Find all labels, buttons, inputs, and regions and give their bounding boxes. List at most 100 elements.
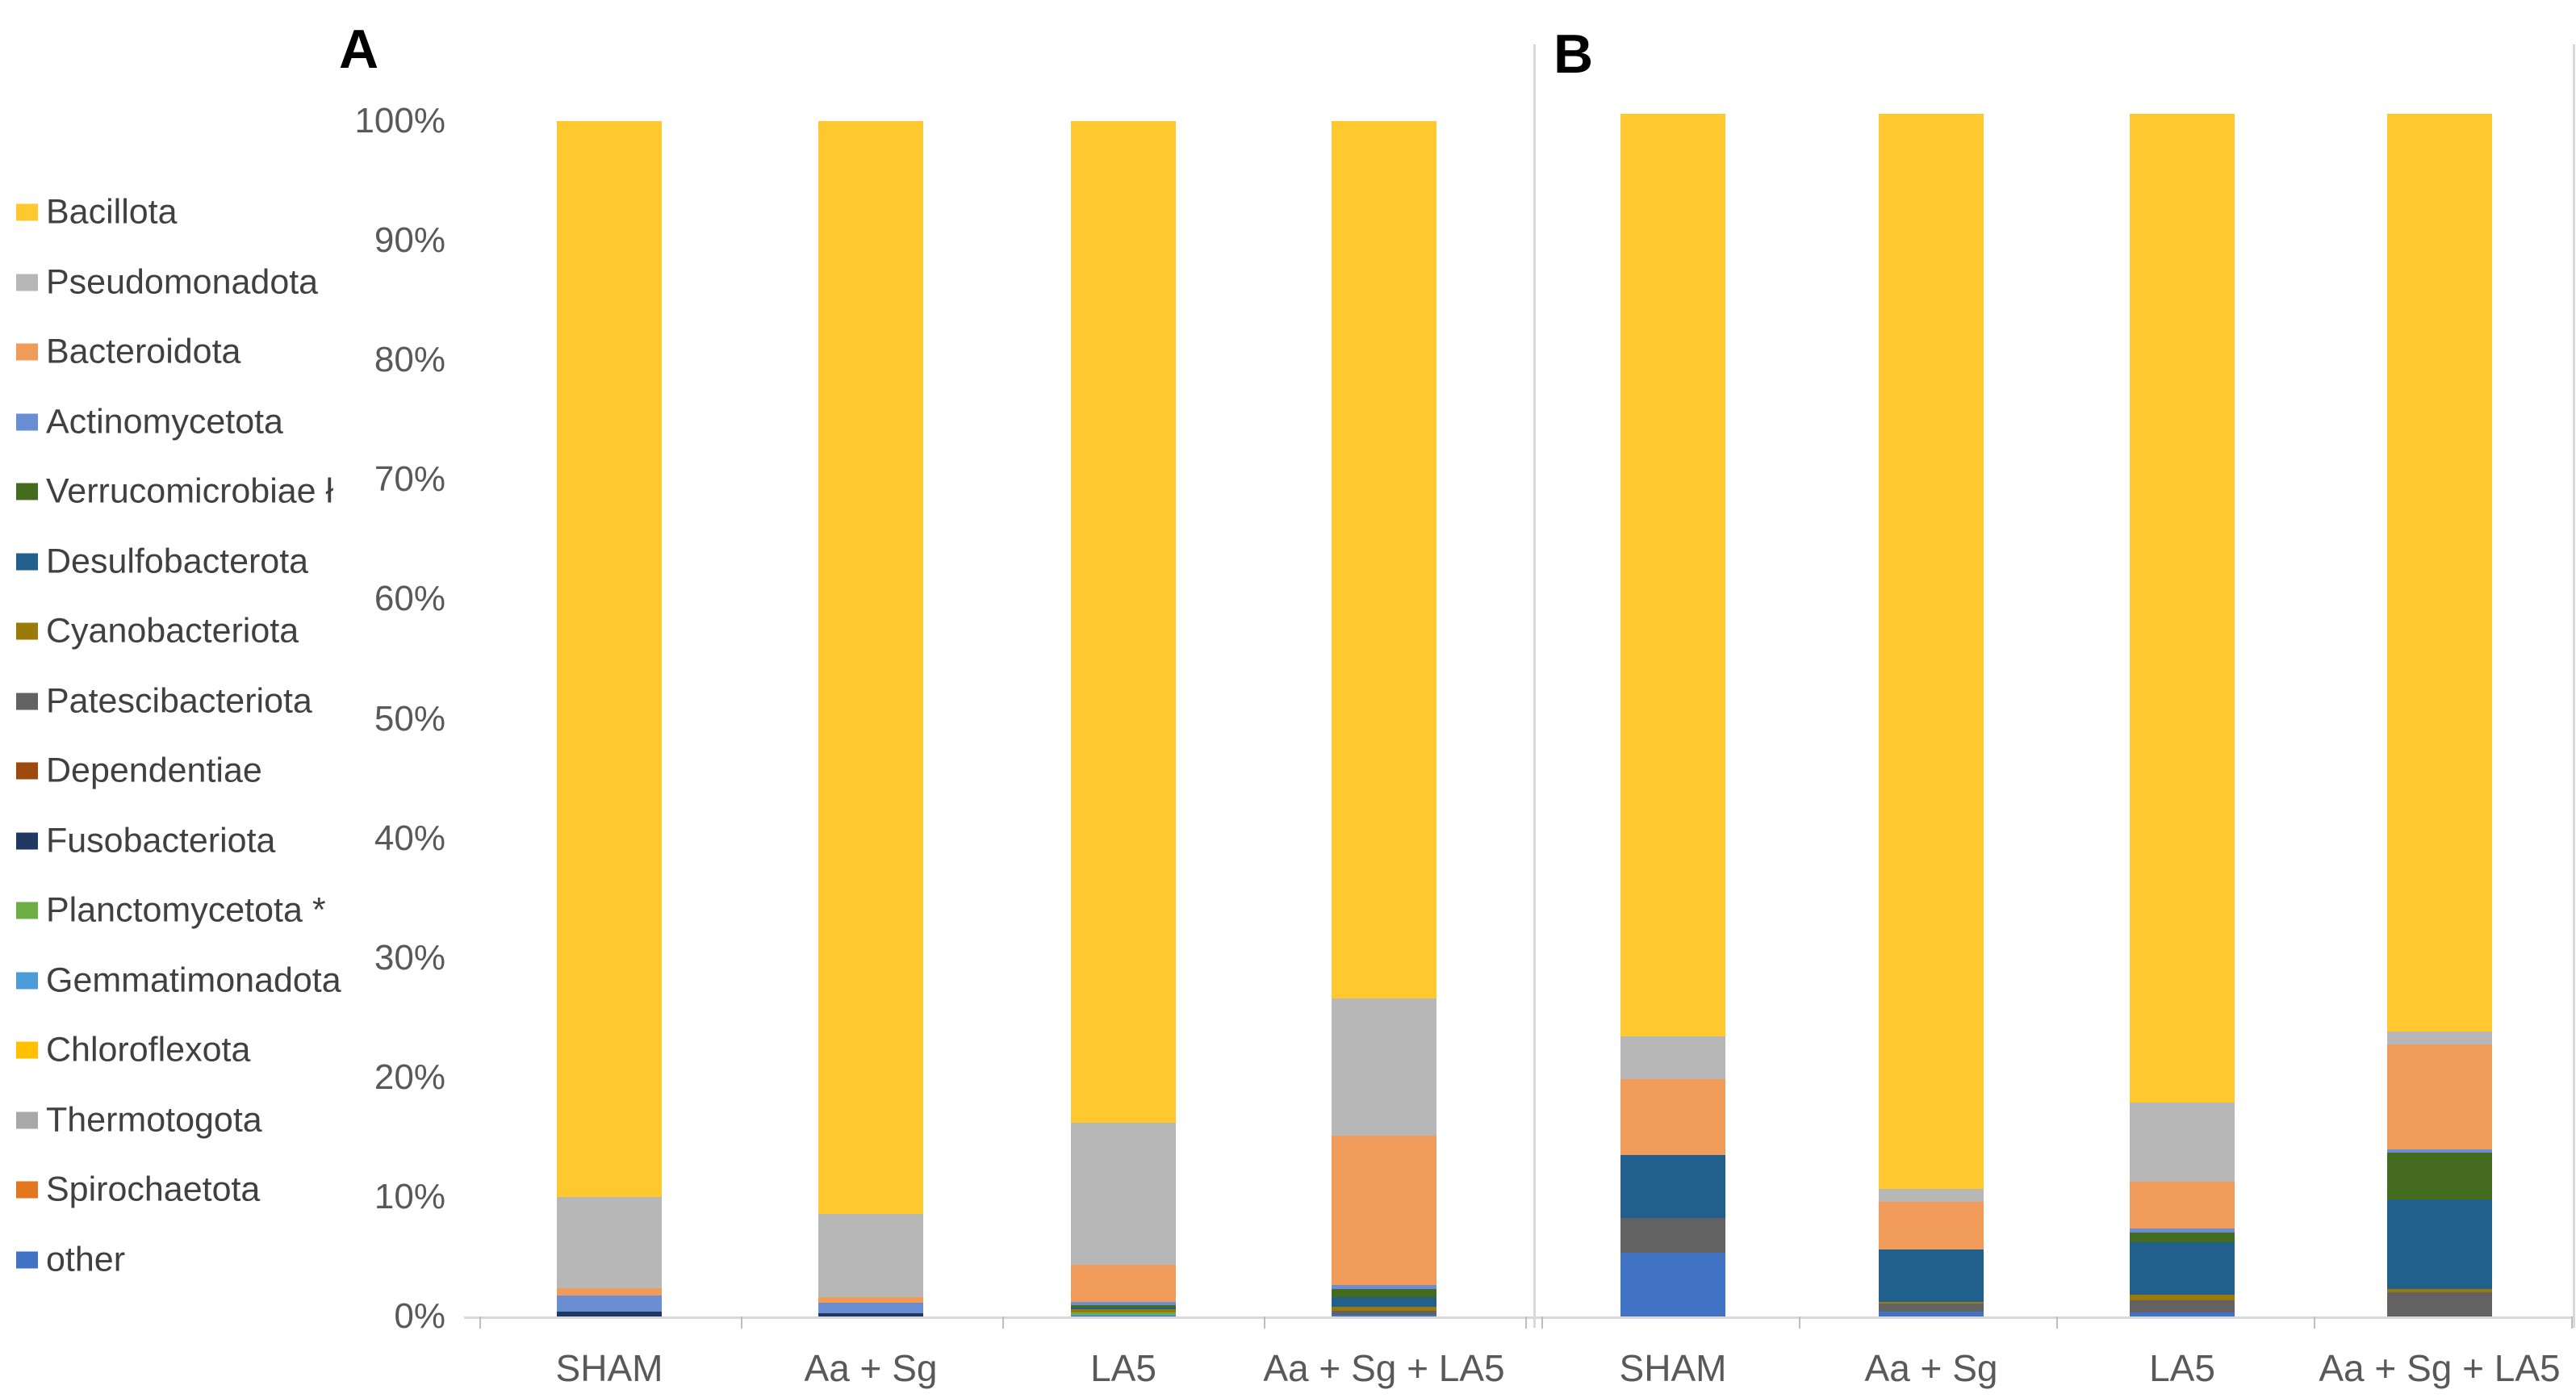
- legend-swatch-icon: [16, 1041, 38, 1059]
- y-axis-tick-label: 90%: [374, 220, 445, 261]
- bar-segment-Actinomycetota: [1332, 1285, 1436, 1289]
- bar-segment-Bacillota: [557, 121, 662, 1197]
- legend-item-label: Patescibacteriota: [46, 681, 312, 720]
- x-axis-tick: [1541, 1316, 1543, 1329]
- y-axis-tick-label: 40%: [374, 818, 445, 858]
- x-axis-category-label: SHAM: [555, 1347, 663, 1389]
- x-axis-category-label: Aa + Sg + LA5: [2319, 1347, 2561, 1389]
- x-axis-tick: [1264, 1316, 1265, 1329]
- bar-segment-Bacillota: [1071, 121, 1176, 1124]
- legend-item: Thermotogota: [0, 1100, 262, 1140]
- y-axis-tick-label: 30%: [374, 937, 445, 977]
- bar-segment-Fusobacteriota: [818, 1313, 923, 1316]
- legend-item: Desulfobacterota: [0, 542, 308, 581]
- panel-divider-line: [1533, 44, 1536, 1328]
- legend-item-label: Cyanobacteriota: [46, 611, 299, 651]
- bar-segment-Desulfobacterota: [1332, 1297, 1436, 1308]
- bar-segment-Planctomycetota *: [1071, 1312, 1176, 1315]
- bar-segment-other: [1879, 1311, 1984, 1316]
- legend-swatch-icon: [16, 203, 38, 221]
- y-axis-tick-label: 50%: [374, 698, 445, 739]
- bar-segment-Bacteroidota: [1071, 1265, 1176, 1303]
- bar-segment-Pseudomonadota: [2387, 1031, 2492, 1045]
- bar-segment-Pseudomonadota: [1071, 1123, 1176, 1266]
- x-axis-tick: [1799, 1316, 1800, 1329]
- x-axis-category-label: Aa + Sg: [804, 1347, 938, 1389]
- bar-segment-Actinomycetota: [2130, 1228, 2235, 1233]
- legend-item: Planctomycetota *: [0, 891, 326, 931]
- bar-segment-Bacteroidota: [818, 1297, 923, 1303]
- stacked-bar-B-Aa + Sg + LA5: [2387, 114, 2492, 1316]
- legend-swatch-icon: [16, 553, 38, 570]
- bar-segment-Desulfobacterota: [1879, 1249, 1984, 1303]
- x-axis-category-label: Aa + Sg + LA5: [1263, 1347, 1505, 1389]
- legend-item-label: Chloroflexota: [46, 1030, 251, 1069]
- bar-segment-Desulfobacterota: [2130, 1241, 2235, 1295]
- panel-a-label: A: [339, 19, 379, 80]
- legend-item-label: Desulfobacterota: [46, 542, 309, 580]
- bar-segment-Actinomycetota: [1071, 1302, 1176, 1305]
- bar-segment-Patescibacteriota: [1332, 1311, 1436, 1315]
- legend-item: Chloroflexota: [0, 1031, 250, 1070]
- bar-segment-Verrucomicrobiae ł: [2130, 1232, 2235, 1242]
- bar-segment-Actinomycetota: [557, 1295, 662, 1312]
- legend-swatch-icon: [16, 483, 38, 500]
- legend-item-label: Pseudomonadota: [46, 262, 319, 301]
- legend-item: Fusobacteriota: [0, 821, 275, 860]
- legend-item-label: Gemmatimonadota: [46, 961, 341, 999]
- legend-item: Pseudomonadota: [0, 262, 318, 302]
- stacked-bar-B-LA5: [2130, 114, 2235, 1316]
- legend-swatch-icon: [16, 622, 38, 640]
- legend-item: Actinomycetota: [0, 402, 283, 442]
- y-axis-tick-label: 10%: [374, 1176, 445, 1216]
- bar-segment-Pseudomonadota: [2130, 1102, 2235, 1182]
- x-axis-tick: [1002, 1316, 1004, 1329]
- stacked-bar-A-LA5: [1071, 121, 1176, 1316]
- bar-segment-other: [2130, 1312, 2235, 1316]
- legend-item: other: [0, 1240, 125, 1279]
- legend-swatch-icon: [16, 693, 38, 709]
- legend-swatch-icon: [16, 413, 38, 430]
- bar-segment-other: [1332, 1314, 1436, 1316]
- x-axis-tick: [2571, 1316, 2573, 1329]
- legend-swatch-icon: [16, 1251, 38, 1268]
- x-axis-tick: [1525, 1316, 1527, 1329]
- y-axis-tick-label: 100%: [354, 101, 445, 140]
- bar-segment-Gemmatimonadota: [1071, 1314, 1176, 1316]
- y-axis-tick-label: 0%: [394, 1296, 445, 1336]
- stacked-bar-B-SHAM: [1620, 114, 1725, 1316]
- bar-segment-Bacillota: [1879, 114, 1984, 1190]
- bar-segment-Cyanobacteriota: [1071, 1309, 1176, 1312]
- legend-item: Bacteroidota: [0, 333, 240, 372]
- bar-segment-Actinomycetota: [818, 1302, 923, 1314]
- legend-item-label: Planctomycetota *: [46, 890, 326, 930]
- y-axis-tick-label: 20%: [374, 1057, 445, 1097]
- stacked-bar-A-SHAM: [557, 121, 662, 1316]
- bar-segment-Pseudomonadota: [1620, 1036, 1725, 1080]
- legend-swatch-icon: [16, 1111, 38, 1128]
- bar-segment-Bacillota: [1620, 114, 1725, 1036]
- stacked-bar-B-Aa + Sg: [1879, 114, 1984, 1316]
- bar-segment-Verrucomicrobiae ł: [1332, 1288, 1436, 1298]
- legend-item-label: other: [46, 1240, 126, 1279]
- bar-segment-Pseudomonadota: [557, 1196, 662, 1289]
- bar-segment-Bacteroidota: [2387, 1044, 2492, 1149]
- legend-swatch-icon: [16, 972, 38, 989]
- legend-item: Patescibacteriota: [0, 681, 312, 721]
- x-axis-tick: [2056, 1316, 2058, 1329]
- bar-segment-Pseudomonadota: [818, 1213, 923, 1298]
- legend-item-label: Fusobacteriota: [46, 821, 276, 860]
- legend-item-label: Spirochaetota: [46, 1170, 261, 1209]
- bar-segment-Cyanobacteriota: [2130, 1295, 2235, 1300]
- bar-segment-Bacillota: [2130, 114, 2235, 1103]
- bar-segment-Desulfobacterota: [1071, 1307, 1176, 1310]
- legend-item: Dependentiae: [0, 751, 262, 791]
- legend-item-label: Bacillota: [46, 192, 178, 232]
- y-axis-tick-label: 70%: [374, 459, 445, 500]
- legend-swatch-icon: [16, 902, 38, 919]
- bar-segment-Bacteroidota: [1332, 1136, 1436, 1286]
- legend-swatch-icon: [16, 832, 38, 849]
- x-axis-category-label: LA5: [1090, 1347, 1156, 1389]
- bar-segment-other: [1620, 1252, 1725, 1316]
- bar-segment-Pseudomonadota: [1879, 1189, 1984, 1203]
